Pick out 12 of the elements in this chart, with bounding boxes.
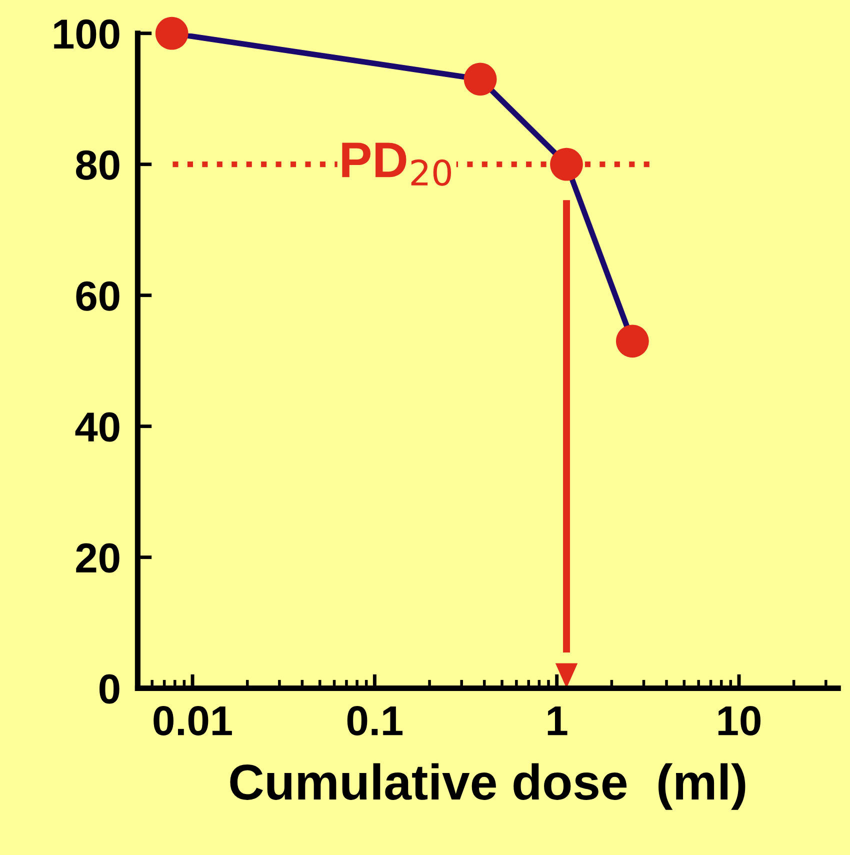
x-tick-label: 1 bbox=[548, 706, 568, 736]
ref-line-label: PD$_{20}$ bbox=[342, 142, 451, 186]
x-axis-title: Cumulative dose (ml) bbox=[230, 763, 746, 810]
y-tick-label: 0 bbox=[100, 674, 120, 704]
y-tick-label: 80 bbox=[76, 150, 120, 180]
x-tick-label: 0.1 bbox=[347, 706, 402, 736]
y-tick-label: 40 bbox=[75, 412, 120, 442]
y-tick-label: 60 bbox=[76, 281, 120, 311]
x-tick-label: 10 bbox=[718, 706, 760, 736]
x-tick-label: 0.01 bbox=[154, 706, 232, 736]
y-tick-label: 20 bbox=[76, 543, 120, 573]
y-tick-label: 100 bbox=[54, 19, 120, 49]
